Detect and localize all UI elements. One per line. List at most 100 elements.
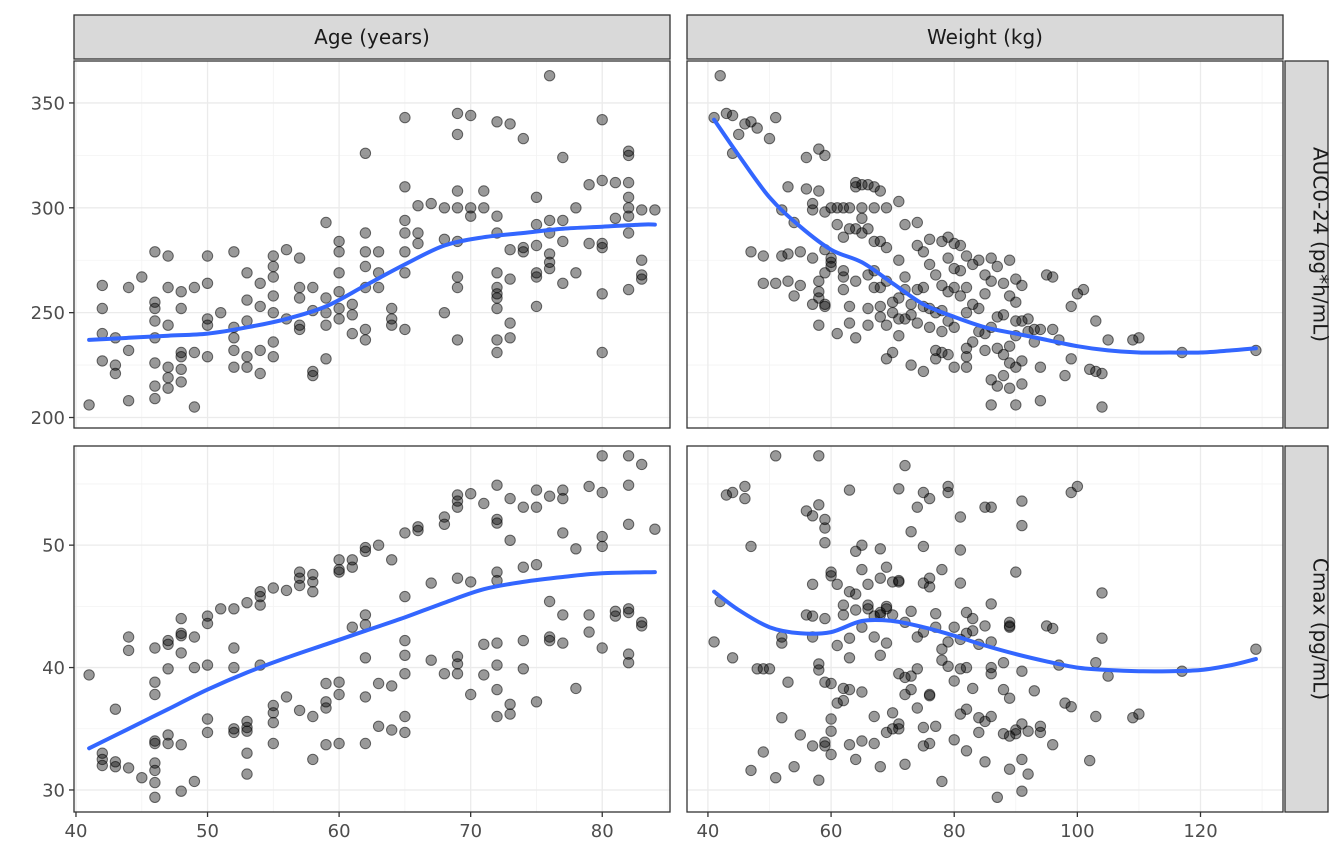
data-point bbox=[320, 696, 332, 708]
data-point bbox=[465, 202, 477, 214]
panel-border bbox=[73, 60, 671, 429]
data-point bbox=[399, 214, 411, 227]
data-point bbox=[359, 227, 372, 239]
data-point bbox=[893, 292, 905, 304]
data-point bbox=[491, 116, 503, 128]
data-point bbox=[530, 218, 543, 231]
data-point bbox=[954, 577, 967, 589]
data-point bbox=[372, 720, 385, 732]
data-point bbox=[936, 775, 948, 788]
data-point bbox=[504, 332, 516, 344]
data-point bbox=[412, 227, 424, 239]
data-point bbox=[425, 654, 437, 666]
data-point bbox=[837, 202, 850, 214]
data-point bbox=[228, 642, 240, 654]
data-point bbox=[201, 319, 214, 331]
y-tick-label: 350 bbox=[31, 93, 65, 114]
data-point bbox=[850, 181, 862, 193]
data-point bbox=[1016, 785, 1028, 797]
data-point bbox=[175, 351, 187, 363]
data-point bbox=[201, 277, 214, 289]
y-tick-label: 50 bbox=[42, 536, 65, 557]
data-point bbox=[96, 753, 109, 766]
data-point bbox=[997, 657, 1010, 669]
data-point bbox=[543, 262, 556, 275]
data-point bbox=[917, 246, 930, 258]
data-point bbox=[583, 179, 595, 191]
data-point bbox=[149, 357, 161, 369]
data-point bbox=[708, 636, 720, 648]
data-point bbox=[868, 281, 880, 294]
data-point bbox=[763, 132, 776, 145]
data-point bbox=[751, 122, 763, 134]
data-point bbox=[254, 277, 266, 289]
data-point bbox=[813, 185, 825, 197]
data-point bbox=[149, 246, 161, 258]
data-point bbox=[267, 582, 279, 594]
data-point bbox=[782, 676, 794, 688]
data-point bbox=[794, 729, 806, 741]
data-point bbox=[451, 572, 464, 584]
data-point bbox=[985, 275, 997, 287]
data-point bbox=[1016, 378, 1028, 390]
facet-strips: Age (years) Weight (kg) AUC0-24 (pg*h/mL) C… bbox=[73, 14, 1333, 813]
data-point bbox=[543, 248, 556, 260]
data-point bbox=[399, 649, 411, 661]
data-point bbox=[399, 668, 411, 680]
data-point bbox=[438, 202, 451, 214]
data-point bbox=[451, 489, 464, 501]
data-point bbox=[333, 246, 345, 258]
data-point bbox=[346, 327, 358, 340]
data-point bbox=[241, 715, 253, 728]
data-point bbox=[583, 237, 595, 250]
data-point bbox=[622, 283, 635, 296]
data-point bbox=[372, 281, 385, 294]
data-point bbox=[843, 317, 856, 329]
data-point bbox=[175, 785, 187, 797]
data-point bbox=[359, 323, 372, 336]
data-point bbox=[491, 683, 503, 696]
data-point bbox=[942, 636, 954, 648]
data-point bbox=[1059, 697, 1071, 709]
smooth-line bbox=[712, 117, 1258, 355]
data-point bbox=[96, 279, 109, 292]
data-point bbox=[936, 325, 948, 338]
data-point bbox=[307, 365, 319, 378]
data-point bbox=[930, 269, 942, 281]
data-point bbox=[228, 661, 240, 674]
data-point bbox=[991, 791, 1003, 803]
data-point bbox=[583, 480, 595, 493]
data-point bbox=[465, 109, 477, 122]
data-point bbox=[451, 107, 464, 120]
data-point bbox=[543, 256, 556, 268]
x-tick-label: 60 bbox=[820, 821, 843, 842]
data-point bbox=[942, 348, 954, 361]
data-point bbox=[399, 527, 411, 539]
data-point bbox=[979, 620, 991, 632]
panel-background bbox=[687, 446, 1283, 812]
data-point bbox=[386, 680, 398, 692]
data-point bbox=[83, 399, 95, 411]
data-point bbox=[504, 118, 516, 130]
data-point bbox=[856, 563, 868, 576]
data-point bbox=[1016, 519, 1028, 532]
data-point bbox=[880, 637, 893, 649]
data-point bbox=[307, 369, 319, 382]
data-point bbox=[320, 677, 332, 690]
data-point bbox=[837, 271, 850, 283]
data-point bbox=[1096, 587, 1108, 599]
data-point bbox=[1065, 300, 1077, 313]
data-point bbox=[188, 401, 201, 413]
strip-label-weight: Weight (kg) bbox=[927, 25, 1043, 49]
data-point bbox=[806, 510, 819, 522]
data-point bbox=[491, 513, 503, 526]
data-point bbox=[862, 302, 874, 315]
data-point bbox=[1010, 728, 1022, 740]
data-point bbox=[175, 376, 187, 388]
data-point bbox=[188, 281, 201, 294]
data-point bbox=[596, 114, 608, 126]
data-point bbox=[954, 239, 967, 252]
data-point bbox=[991, 380, 1003, 392]
data-point bbox=[109, 359, 122, 371]
data-point bbox=[438, 668, 451, 680]
